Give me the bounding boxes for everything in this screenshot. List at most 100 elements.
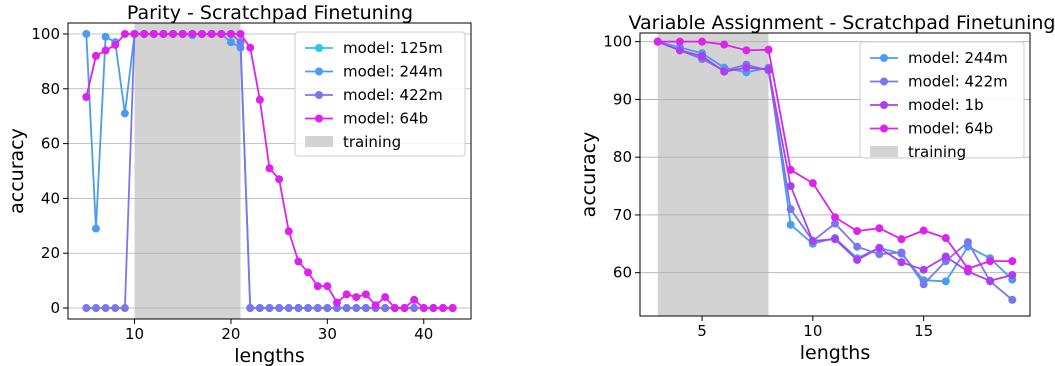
data-point [304,268,313,277]
data-point [140,29,149,38]
data-point [111,304,120,313]
data-point [831,213,839,222]
data-point [82,304,91,313]
data-point [653,37,662,46]
data-point [332,304,341,313]
data-point [675,46,684,55]
data-point [919,280,928,289]
data-point [255,304,264,313]
legend-marker [880,101,888,109]
legend-marker [315,114,323,123]
legend-marker [880,54,888,62]
data-point [419,304,428,313]
data-point [698,52,707,61]
training-region [657,33,769,316]
data-point [120,304,129,313]
data-point [1008,295,1017,304]
data-point [120,29,129,38]
data-point [313,282,322,291]
data-point [919,226,928,235]
data-point [361,304,370,313]
data-point [169,29,178,38]
x-tick-label: 20 [221,325,240,343]
data-point [764,45,773,54]
data-point [217,29,226,38]
data-point [853,242,862,251]
data-point [284,227,293,236]
data-point [332,298,341,307]
data-point [764,65,773,74]
data-point [352,304,361,313]
y-tick-label: 80 [41,80,60,98]
data-point [698,37,707,46]
data-point [226,38,235,47]
data-point [941,277,950,286]
y-tick-label: 20 [41,244,60,262]
data-point [963,264,972,273]
data-point [897,258,906,267]
data-point [207,29,216,38]
data-point [361,290,370,299]
data-point [853,255,862,264]
y-axis-label: accuracy [6,128,28,214]
y-tick-label: 80 [613,148,632,166]
data-point [410,295,419,304]
data-point [82,29,91,38]
data-point [188,29,197,38]
data-point [410,304,419,313]
x-axis-label: lengths [800,342,870,364]
y-tick-label: 100 [603,33,632,51]
legend-label: model: 1b [908,96,984,114]
chart-title: Variable Assignment - Scratchpad Finetun… [629,12,1055,34]
data-point [255,95,264,104]
data-point [831,235,839,244]
legend-training-swatch [305,136,333,147]
data-point [786,182,795,191]
data-point [101,304,110,313]
data-point [265,164,274,173]
data-point [986,257,995,266]
data-point [371,301,380,310]
data-point [226,29,235,38]
data-point [786,205,795,214]
legend-label-training: training [908,143,966,161]
data-point [720,67,729,76]
data-point [91,224,100,233]
x-tick-label: 40 [414,325,433,343]
data-point [808,236,817,245]
data-point [323,304,332,313]
parity-chart: 10 20 30 40 0 20 40 60 80 100 Parity - Scratchpad … [6,2,472,366]
data-point [808,179,817,188]
data-point [941,234,950,243]
y-tick-label: 90 [613,90,632,108]
data-point [429,304,438,313]
y-tick-label: 60 [41,135,60,153]
x-tick-label: 30 [318,325,337,343]
data-point [91,51,100,60]
x-tick-label: 10 [803,322,822,340]
plot-frame [639,32,1031,317]
data-point [323,282,332,291]
chart-title: Parity - Scratchpad Finetuning [127,2,413,24]
data-point [236,38,245,47]
legend-marker [880,77,888,86]
data-point [265,304,274,313]
data-point [853,227,862,236]
data-point [275,175,284,184]
data-point [720,40,729,49]
data-point [1008,257,1017,266]
data-point [294,257,303,266]
legend-label: model: 244m [343,63,443,81]
data-point [130,29,139,38]
data-point [198,29,207,38]
data-point [381,293,390,302]
data-point [275,304,284,313]
data-point [400,304,409,313]
y-tick-label: 0 [50,299,60,317]
data-point [381,304,390,313]
data-point [304,304,313,313]
data-point [675,37,684,46]
data-point [439,304,448,313]
data-point [101,32,110,41]
